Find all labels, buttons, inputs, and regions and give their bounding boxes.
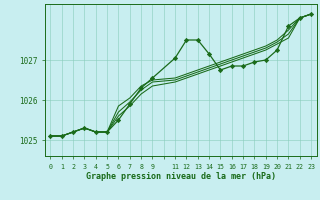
X-axis label: Graphe pression niveau de la mer (hPa): Graphe pression niveau de la mer (hPa) [86, 172, 276, 181]
